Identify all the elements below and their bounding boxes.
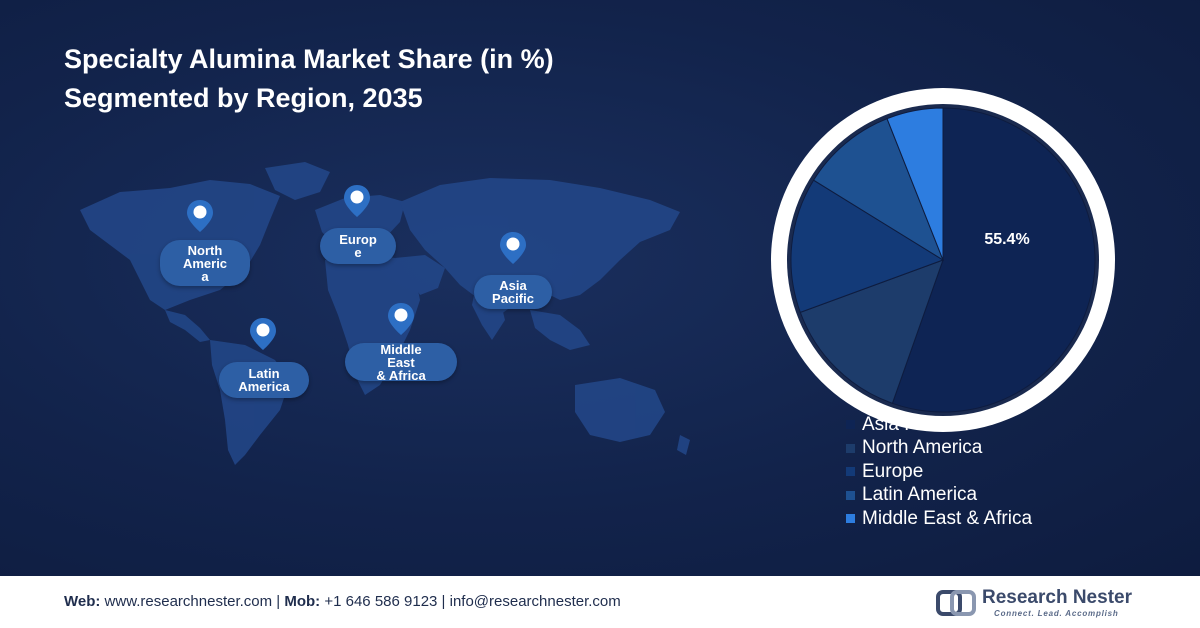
legend-swatch: [846, 490, 855, 500]
location-pin-icon: [250, 318, 276, 350]
map-africa: [325, 252, 420, 395]
research-nester-logo: Research Nester Connect. Lead. Accomplis…: [936, 586, 1156, 620]
map-southeast-asia: [530, 310, 590, 350]
pie-slice-europe: [790, 179, 945, 314]
world-map: [80, 162, 690, 465]
legend-item: Asia Pacific: [846, 413, 1032, 437]
title-line-2: Segmented by Region, 2035: [64, 83, 423, 113]
region-label-line: Europ: [339, 232, 377, 247]
legend-swatch: [846, 443, 855, 453]
map-australia: [575, 378, 665, 442]
region-label-latin-america: Latin America: [219, 362, 309, 398]
region-label-middle-east-africa: Middle East & Africa: [345, 341, 457, 383]
legend-swatch: [846, 514, 855, 524]
legend-label: Europe: [862, 460, 924, 482]
location-pin-icon: [344, 185, 370, 217]
logo-tagline: Connect. Lead. Accomplish: [994, 609, 1119, 618]
pie-chart: 55.4%: [771, 88, 1115, 432]
location-pin-icon: [187, 200, 213, 232]
chart-title: Specialty Alumina Market Share (in %) Se…: [64, 40, 554, 118]
region-label-line: e: [354, 245, 362, 260]
title-line-1: Specialty Alumina Market Share (in %): [64, 44, 554, 74]
region-label-line: America: [238, 379, 290, 394]
map-asia: [400, 178, 680, 315]
pie-slice-north-america: [799, 259, 944, 404]
legend-swatch: [846, 467, 855, 477]
region-label-line: Americ: [182, 255, 228, 271]
location-pin-icon: [500, 232, 526, 264]
logo-mark-icon: [936, 590, 976, 616]
mob-value[interactable]: +1 646 586 9123 | info@researchnester.co…: [320, 593, 621, 610]
region-label-north-america: North Americ a: [160, 240, 250, 286]
legend-item: North America: [846, 437, 1032, 461]
contact-info: Web: www.researchnester.com | Mob: +1 64…: [64, 593, 621, 610]
legend-label: Middle East & Africa: [862, 507, 1033, 529]
map-south-america: [210, 340, 290, 465]
region-label-europe: Europ e: [320, 228, 396, 264]
legend-label: North America: [862, 437, 983, 459]
mob-label: Mob:: [284, 593, 321, 610]
web-label: Web:: [64, 593, 101, 610]
region-label-line: Middle: [380, 341, 422, 357]
region-label-line: Asia: [499, 278, 527, 293]
map-middle-east: [395, 255, 445, 295]
legend-label: Latin America: [862, 484, 978, 506]
web-value[interactable]: www.researchnester.com |: [100, 593, 285, 610]
infographic: Specialty Alumina Market Share (in %) Se…: [0, 0, 1200, 576]
region-label-asia-pacific: Asia Pacific: [474, 275, 552, 309]
region-label-line: a: [201, 268, 209, 284]
legend-item: Europe: [846, 460, 1032, 484]
chart-legend: Asia Pacific North America Europe Latin Ame…: [846, 413, 1032, 531]
pie-data-label-asia-pacific: 55.4%: [984, 231, 1029, 248]
map-new-zealand: [677, 435, 690, 455]
pie-slice-middle-east-africa: [886, 107, 944, 261]
location-pin-icon: [388, 303, 414, 335]
legend-label: Asia Pacific: [862, 413, 961, 435]
region-label-line: Pacific: [492, 291, 534, 306]
pie-slice-latin-america: [812, 118, 945, 262]
logo-name: Research Nester: [982, 587, 1132, 608]
region-label-line: East: [387, 354, 415, 370]
map-greenland: [265, 162, 330, 200]
region-label-line: North: [187, 242, 223, 258]
region-label-line: & Africa: [376, 367, 426, 383]
map-central-america: [165, 310, 210, 342]
region-label-line: Latin: [248, 366, 280, 381]
footer: Web: www.researchnester.com | Mob: +1 64…: [0, 576, 1200, 628]
legend-item: Middle East & Africa: [846, 507, 1032, 531]
legend-item: Latin America: [846, 484, 1032, 508]
legend-swatch: [846, 420, 855, 430]
pie-slices: [790, 107, 1096, 413]
